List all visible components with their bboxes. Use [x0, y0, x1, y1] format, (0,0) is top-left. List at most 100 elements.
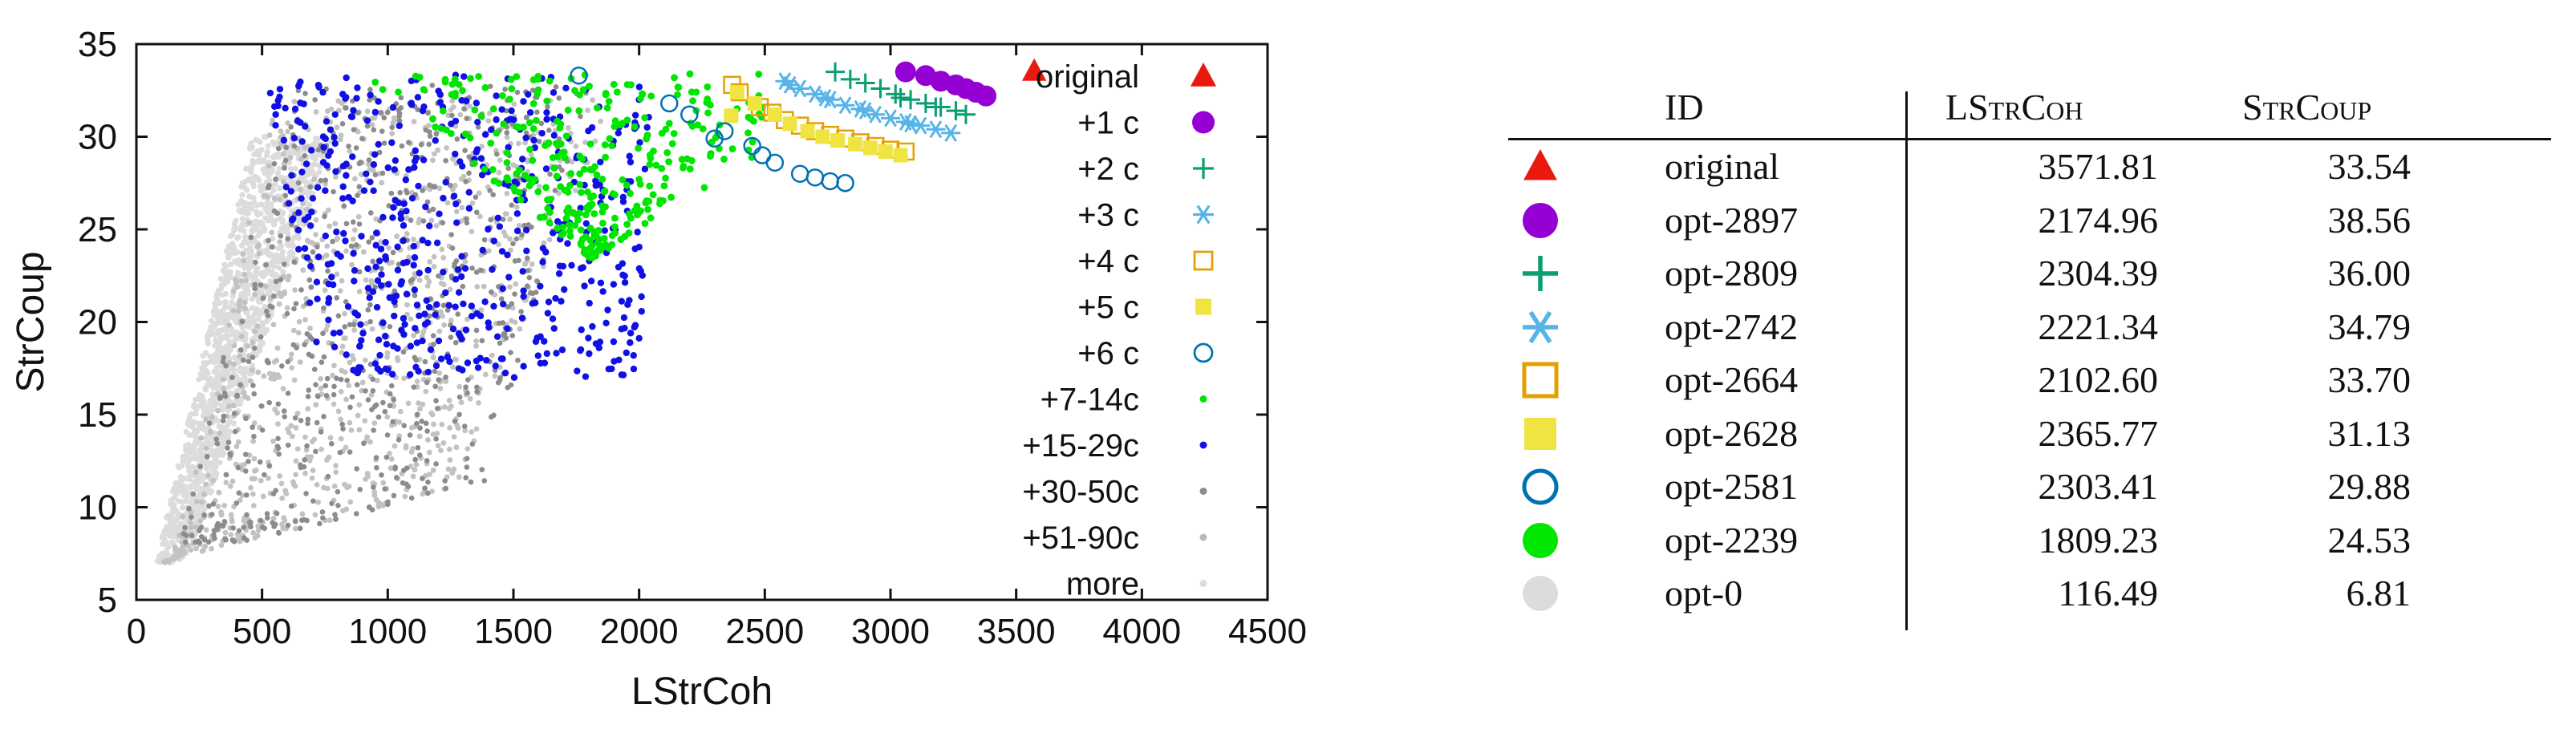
cloud-15-29c-point — [436, 210, 443, 217]
data-point — [715, 122, 734, 140]
cloud-51-90c-point — [287, 154, 294, 160]
cloud-15-29c-point — [473, 99, 481, 107]
cloud-51-90c-point — [355, 412, 361, 419]
cloud-30-50c-point — [292, 415, 298, 421]
cloud-30-50c-point — [265, 515, 270, 521]
cloud-15-29c-point — [543, 350, 551, 358]
cloud-more-point — [181, 455, 188, 461]
cloud-15-29c-point — [498, 248, 506, 255]
cloud-51-90c-point — [274, 345, 281, 351]
cloud-51-90c-point — [447, 286, 453, 293]
cloud-51-90c-point — [333, 463, 339, 468]
cloud-more-point — [236, 377, 242, 383]
row-marker-shape-c — [1528, 310, 1552, 343]
cloud-15-29c-point — [403, 207, 410, 215]
cloud-30-50c-point — [357, 487, 363, 492]
cloud-15-29c-point — [339, 195, 347, 202]
cloud-30-50c-point — [473, 269, 480, 275]
cloud-51-90c-point — [285, 426, 290, 432]
cloud-15-29c-point — [421, 321, 429, 328]
cloud-51-90c-point — [378, 239, 384, 245]
cloud-51-90c-point — [369, 281, 375, 286]
cloud-more-point — [284, 241, 290, 247]
cloud-15-29c-point — [498, 106, 505, 113]
data-point — [862, 140, 878, 156]
cloud-15-29c-point — [288, 172, 295, 179]
cloud-30-50c-point — [398, 95, 404, 101]
cloud-15-29c-point — [555, 269, 563, 277]
cloud-30-50c-point — [210, 501, 217, 507]
cloud-15-29c-point — [379, 319, 387, 326]
cloud-30-50c-point — [323, 383, 329, 389]
cloud-15-29c-point — [357, 321, 364, 328]
cloud-15-29c-point — [442, 289, 449, 297]
cloud-more-point — [229, 247, 236, 253]
cloud-15-29c-point — [381, 332, 389, 340]
cloud-30-50c-point — [534, 278, 541, 285]
x-tick-label: 0 — [127, 612, 146, 651]
cloud-51-90c-point — [504, 134, 510, 140]
cloud-15-29c-point — [433, 301, 440, 308]
cloud-30-50c-point — [456, 411, 462, 418]
cloud-30-50c-point — [396, 261, 402, 267]
cloud-more-point — [270, 263, 278, 269]
cloud-51-90c-point — [476, 190, 482, 196]
cloud-15-29c-point — [419, 237, 426, 244]
cloud-7-14c-point — [608, 241, 616, 249]
cloud-51-90c-point — [303, 296, 309, 302]
cloud-15-29c-point — [419, 337, 426, 345]
cloud-7-14c-point — [582, 204, 590, 212]
cloud-7-14c-point — [647, 214, 655, 222]
cloud-30-50c-point — [354, 382, 360, 388]
cloud-15-29c-point — [402, 176, 410, 184]
cloud-more-point — [253, 176, 259, 182]
cloud-51-90c-point — [307, 325, 313, 331]
cloud-30-50c-point — [379, 128, 385, 134]
data-point — [926, 97, 946, 117]
cloud-more-point — [280, 255, 286, 261]
cloud-15-29c-point — [400, 330, 408, 338]
cloud-7-14c-point — [459, 87, 466, 95]
cloud-15-29c-point — [534, 352, 542, 359]
cloud-51-90c-point — [235, 308, 241, 314]
cloud-more-point — [225, 254, 232, 261]
cloud-30-50c-point — [244, 492, 249, 498]
cloud-30-50c-point — [505, 304, 512, 310]
cloud-15-29c-point — [437, 355, 445, 362]
cloud-7-14c-point — [611, 223, 619, 231]
cloud-51-90c-point — [451, 466, 457, 472]
cloud-30-50c-point — [273, 176, 278, 182]
cloud-51-90c-point — [229, 516, 235, 523]
cloud-7-14c-point — [571, 87, 578, 95]
cloud-15-29c-point — [395, 199, 403, 207]
cloud-15-29c-point — [364, 265, 371, 273]
cloud-30-50c-point — [249, 424, 255, 431]
cloud-30-50c-point — [223, 472, 229, 478]
cloud-more-point — [187, 448, 193, 455]
cloud-30-50c-point — [427, 129, 432, 135]
cloud-30-50c-point — [182, 524, 188, 531]
cloud-30-50c-point — [519, 232, 525, 238]
cloud-51-90c-point — [203, 416, 209, 423]
cloud-more-point — [242, 233, 249, 240]
cloud-51-90c-point — [237, 538, 243, 545]
cloud-51-90c-point — [420, 401, 426, 407]
cloud-7-14c-point — [580, 165, 588, 173]
cloud-15-29c-point — [400, 259, 408, 267]
cloud-51-90c-point — [255, 528, 262, 534]
cloud-30-50c-point — [260, 295, 266, 302]
cloud-7-14c-point — [432, 123, 440, 131]
cloud-more-point — [258, 188, 264, 194]
cloud-51-90c-point — [497, 157, 503, 164]
cloud-30-50c-point — [303, 491, 309, 496]
cloud-15-29c-point — [615, 129, 623, 137]
cloud-30-50c-point — [347, 404, 353, 411]
cloud-more-point — [257, 344, 263, 350]
cloud-more-point — [225, 384, 233, 391]
cloud-30-50c-point — [275, 435, 281, 442]
cloud-30-50c-point — [430, 333, 436, 338]
cloud-51-90c-point — [199, 499, 205, 505]
cloud-more-point — [172, 518, 179, 524]
cloud-30-50c-point — [356, 184, 363, 190]
cloud-7-14c-point — [668, 140, 676, 148]
